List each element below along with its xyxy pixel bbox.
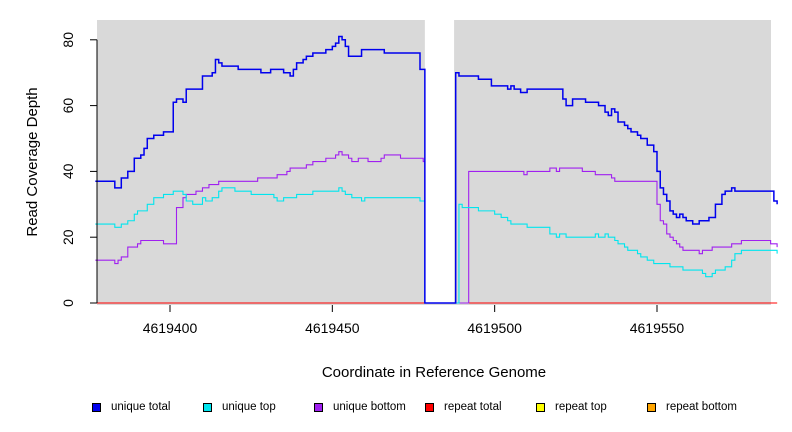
legend-swatch [203, 402, 212, 412]
x-axis: 4619400 4619450 4619500 4619550 [143, 305, 685, 336]
y-axis: 0 20 40 60 80 [60, 32, 98, 307]
legend-item-unique-top: unique top [203, 401, 276, 413]
chart-legend: unique total unique top unique bottom re… [92, 401, 792, 419]
y-axis-label: Read Coverage Depth [24, 87, 41, 236]
series-unique-bottom [95, 151, 778, 304]
y-tick-label: 80 [60, 32, 76, 48]
legend-label: unique total [111, 401, 171, 413]
legend-item-unique-total: unique total [92, 401, 170, 413]
legend-label: repeat top [555, 401, 607, 413]
y-tick-label: 40 [60, 163, 76, 179]
legend-swatch [314, 402, 323, 412]
legend-item-repeat-top: repeat top [536, 401, 607, 413]
legend-label: unique top [222, 401, 276, 413]
legend-item-repeat-bottom: repeat bottom [647, 401, 737, 413]
x-axis-label: Coordinate in Reference Genome [322, 364, 546, 381]
y-tick-label: 0 [60, 299, 76, 307]
y-tick-label: 60 [60, 98, 76, 114]
legend-swatch [425, 402, 434, 412]
x-tick-label: 4619500 [467, 320, 522, 336]
legend-item-repeat-total: repeat total [425, 401, 502, 413]
legend-item-unique-bottom: unique bottom [314, 401, 406, 413]
series-lines [95, 35, 778, 304]
legend-label: unique bottom [333, 401, 406, 413]
gap-region [424, 20, 455, 303]
legend-label: repeat bottom [666, 401, 737, 413]
x-tick-label: 4619450 [305, 320, 360, 336]
y-tick-label: 20 [60, 229, 76, 245]
series-unique-total [95, 35, 778, 304]
legend-label: repeat total [444, 401, 502, 413]
legend-swatch [536, 402, 545, 412]
x-tick-label: 4619550 [630, 320, 685, 336]
gap-region-fill [424, 20, 455, 303]
legend-swatch [92, 402, 101, 412]
x-tick-label: 4619400 [143, 320, 198, 336]
legend-swatch [647, 402, 656, 412]
